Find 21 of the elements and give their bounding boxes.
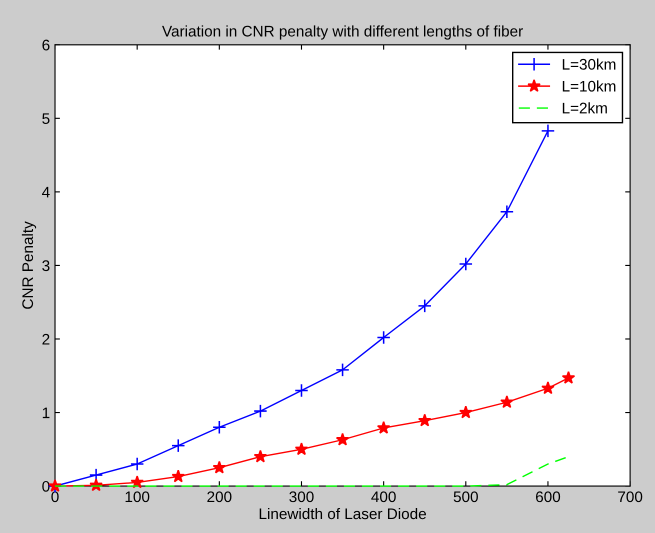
y-tick-label: 2 [42,334,50,345]
x-tick-label: 400 [371,491,396,502]
legend-label: L=2km [562,102,607,114]
x-axis-title: Linewidth of Laser Diode [260,508,426,520]
y-tick-label: 0 [42,480,50,492]
x-tick-label: 200 [207,491,232,502]
y-tick-label: 3 [42,260,50,272]
y-tick-label: 4 [42,186,50,198]
legend-label: L=10km [562,80,616,92]
y-axis-title: CNR Penalty [22,221,36,309]
chart-title: Variation in CNR penalty with different lengths of fiber [162,25,523,40]
x-tick-label: 0 [51,491,59,502]
x-tick-label: 300 [289,491,314,502]
x-tick-label: 500 [454,491,478,502]
x-tick-label: 600 [536,491,560,502]
y-tick-label: 6 [42,40,50,50]
x-tick-label: 100 [126,491,150,502]
y-tick-label: 1 [42,408,50,418]
y-tick-label: 5 [42,113,50,124]
legend-label: L=30km [562,58,616,70]
x-tick-label: 700 [618,491,642,502]
